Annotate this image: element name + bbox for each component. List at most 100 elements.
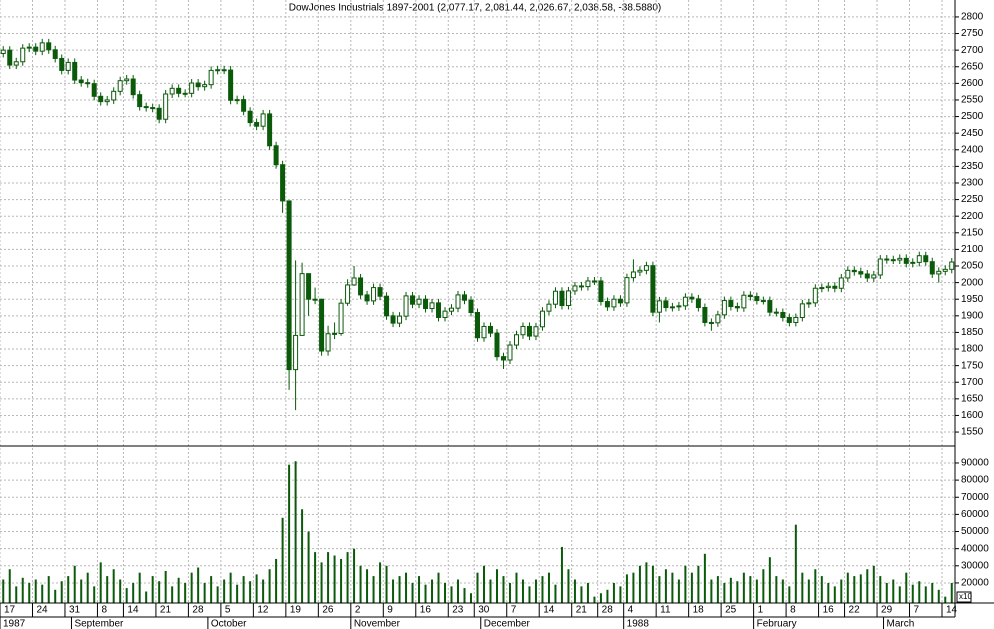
candle-body bbox=[208, 69, 214, 86]
candle-body bbox=[306, 273, 312, 300]
candle-body bbox=[260, 113, 266, 127]
candle-body bbox=[741, 294, 747, 309]
candle-body bbox=[85, 82, 91, 85]
volume-bar bbox=[788, 586, 791, 603]
candle-body bbox=[825, 285, 831, 289]
volume-bar bbox=[15, 586, 18, 603]
candle-body bbox=[26, 46, 32, 49]
candle-body bbox=[371, 287, 377, 302]
volume-bar bbox=[327, 552, 330, 603]
candle-body bbox=[533, 326, 539, 337]
volume-bar bbox=[197, 567, 200, 603]
candle-body bbox=[897, 257, 903, 261]
x-tick-label: 16 bbox=[420, 605, 432, 616]
volume-bar bbox=[892, 579, 895, 603]
volume-bar bbox=[547, 572, 550, 603]
x-tick-label: 14 bbox=[127, 605, 139, 616]
x-tick-label: 28 bbox=[602, 605, 614, 616]
y-tick-label: 1750 bbox=[961, 360, 984, 371]
volume-bar bbox=[872, 565, 875, 603]
candle-body bbox=[241, 99, 247, 112]
y-tick-label: 2000 bbox=[961, 277, 984, 288]
volume-bar bbox=[288, 464, 291, 603]
volume-bar bbox=[684, 565, 687, 603]
candle-body bbox=[345, 284, 351, 304]
candle-body bbox=[637, 269, 643, 273]
volume-bar bbox=[495, 569, 498, 603]
candle-body bbox=[728, 300, 734, 308]
candle-body bbox=[267, 113, 273, 147]
volume-bar bbox=[677, 579, 680, 603]
y-tick-label: 1950 bbox=[961, 294, 984, 305]
x-tick-label: 21 bbox=[576, 605, 588, 616]
y-tick-label: 1600 bbox=[961, 410, 984, 421]
volume-bar bbox=[846, 572, 849, 603]
candle-body bbox=[111, 90, 117, 101]
y-tick-label: 2250 bbox=[961, 194, 984, 205]
candle-body bbox=[176, 87, 182, 94]
volume-bar bbox=[567, 569, 570, 603]
candle-body bbox=[565, 290, 571, 307]
volume-bar bbox=[482, 565, 485, 603]
volume-bar bbox=[736, 581, 739, 603]
y-tick-label: 2400 bbox=[961, 144, 984, 155]
candle-body bbox=[877, 258, 883, 276]
volume-bar bbox=[359, 565, 362, 603]
candle-body bbox=[403, 295, 409, 317]
volume-bar bbox=[599, 593, 602, 603]
candle-body bbox=[273, 145, 279, 166]
volume-bar bbox=[918, 581, 921, 603]
candle-body bbox=[494, 332, 500, 358]
volume-bar bbox=[405, 572, 408, 603]
volume-bar bbox=[768, 557, 771, 603]
month-label: September bbox=[74, 619, 124, 629]
candle-body bbox=[384, 295, 390, 317]
volume-bar bbox=[216, 586, 219, 603]
candle-body bbox=[903, 257, 909, 264]
x-tick-label: 28 bbox=[192, 605, 204, 616]
candle-body bbox=[910, 261, 916, 264]
x-tick-label: 17 bbox=[4, 605, 16, 616]
volume-bar bbox=[470, 593, 473, 603]
x-tick-label: 16 bbox=[823, 605, 835, 616]
volume-bar bbox=[171, 586, 174, 603]
volume-bar bbox=[807, 579, 810, 603]
volume-bar bbox=[697, 565, 700, 603]
candle-body bbox=[585, 280, 591, 288]
candle-body bbox=[708, 321, 714, 324]
candle-body bbox=[832, 285, 838, 289]
candle-body bbox=[780, 311, 786, 318]
x-tick-label: 11 bbox=[660, 605, 671, 616]
candle-body bbox=[890, 259, 896, 262]
volume-bar bbox=[28, 582, 31, 603]
month-label: November bbox=[354, 619, 401, 629]
candle-body bbox=[663, 300, 669, 309]
y-tick-label: 2300 bbox=[961, 178, 984, 189]
candle-body bbox=[539, 310, 545, 328]
candle-body bbox=[91, 83, 97, 97]
candle-body bbox=[858, 271, 864, 275]
y-tick-label: 80000 bbox=[961, 475, 989, 486]
volume-bar bbox=[379, 562, 382, 603]
candle-body bbox=[20, 47, 26, 63]
volume-bar bbox=[833, 586, 836, 603]
month-label: October bbox=[211, 619, 247, 629]
candle-body bbox=[33, 46, 39, 52]
candle-body bbox=[916, 255, 922, 263]
candle-body bbox=[468, 299, 474, 313]
candle-body bbox=[52, 49, 58, 59]
candle-body bbox=[793, 316, 799, 323]
volume-bar bbox=[775, 576, 778, 603]
candle-body bbox=[293, 334, 299, 371]
volume-bar bbox=[249, 581, 252, 603]
unit-box bbox=[956, 591, 972, 603]
x-tick-label: 19 bbox=[290, 605, 302, 616]
candle-body bbox=[156, 107, 162, 120]
volume-bar bbox=[814, 569, 817, 603]
volume-bar bbox=[203, 582, 206, 603]
y-tick-label: 70000 bbox=[961, 492, 989, 503]
candle-body bbox=[59, 57, 65, 71]
candle-body bbox=[319, 298, 325, 352]
candle-body bbox=[487, 325, 493, 334]
